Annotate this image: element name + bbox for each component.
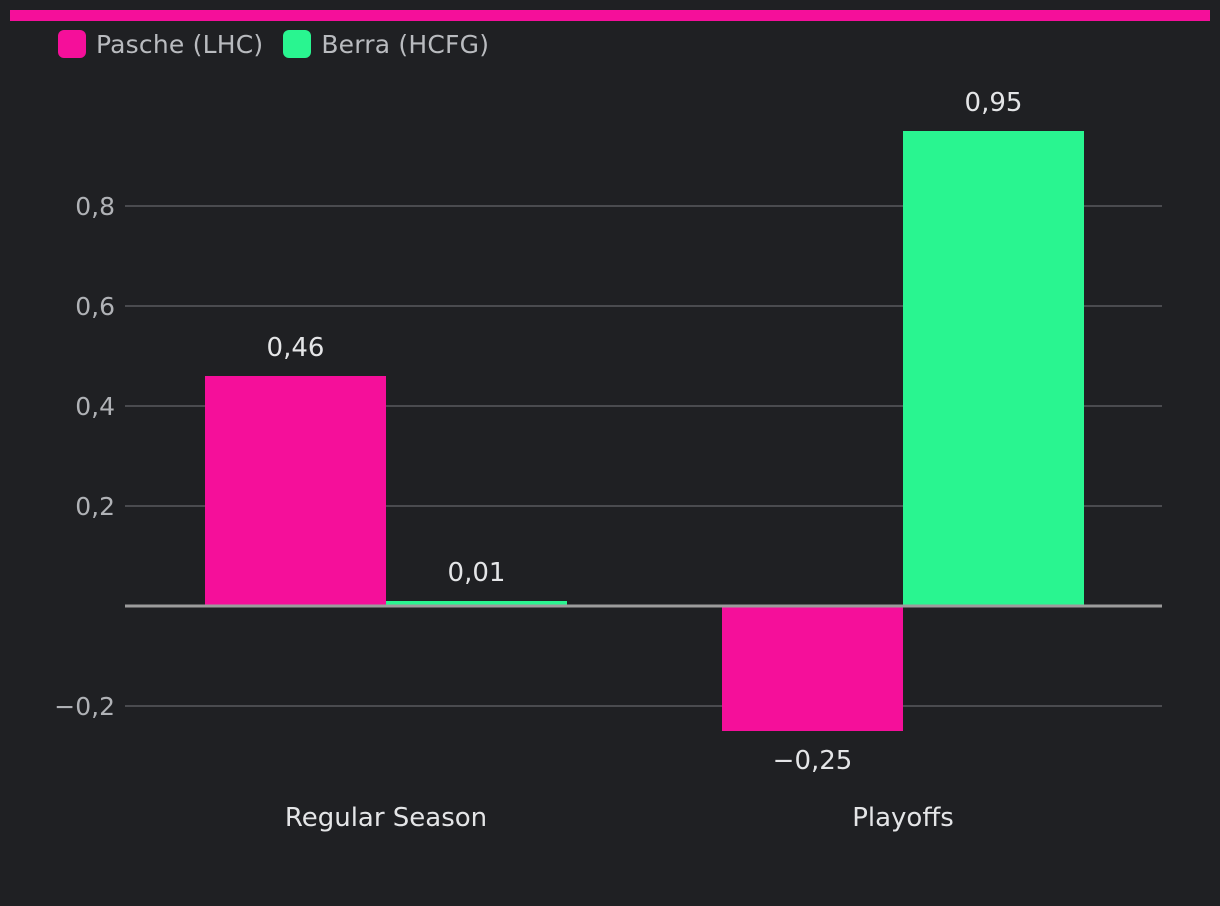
y-tick-label: 0,4 [75,392,115,421]
legend-label-pasche: Pasche (LHC) [96,29,264,59]
legend-swatch-pasche [58,30,86,58]
legend-item-berra[interactable]: Berra (HCFG) [283,30,489,59]
data-label: 0,95 [965,88,1023,118]
y-tick-label: 0,6 [75,292,115,321]
bar [722,606,903,731]
x-category-label: Playoffs [852,803,954,833]
legend-swatch-berra [283,30,312,58]
data-label: −0,25 [773,746,853,776]
legend-item-pasche[interactable]: Pasche (LHC) [58,30,263,59]
data-label: 0,46 [267,333,325,363]
y-tick-label: 0,8 [75,192,115,221]
accent-top-bar [10,10,1210,21]
bar [903,131,1084,606]
legend-label-berra: Berra (HCFG) [321,29,490,59]
y-tick-label: −0,2 [54,692,115,721]
bar [386,601,567,606]
data-label: 0,01 [448,558,506,588]
y-tick-label: 0,2 [75,492,115,521]
legend: Pasche (LHC) Berra (HCFG) [58,28,489,60]
x-category-label: Regular Season [285,803,487,833]
bar [205,376,386,606]
